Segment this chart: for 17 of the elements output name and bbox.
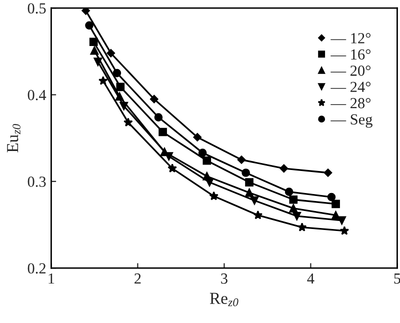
legend-label: — 24° [330,82,370,92]
x-tick-label: 1 [48,273,54,284]
x-tick-label: 4 [307,273,314,284]
legend-label: — 16° [330,49,370,60]
x-tick-label: 2 [134,273,141,284]
x-tick-label: 3 [221,273,228,284]
y-tick-label: 0.4 [28,90,46,100]
x-axis-title: Re$_{z0}$ [210,292,238,306]
legend-label: — Seg [330,114,372,128]
y-tick-label: 0.2 [28,263,46,274]
x-tick-label: 5 [394,274,400,284]
y-tick-label: 0.3 [28,176,46,187]
y-tick-label: 0.5 [28,3,46,14]
y-axis-title: Eu$_{z0}$ [7,124,20,152]
legend-label: — 28° [330,98,370,108]
legend-label: — 20° [330,66,370,76]
legend-label: — 12° [330,33,370,44]
